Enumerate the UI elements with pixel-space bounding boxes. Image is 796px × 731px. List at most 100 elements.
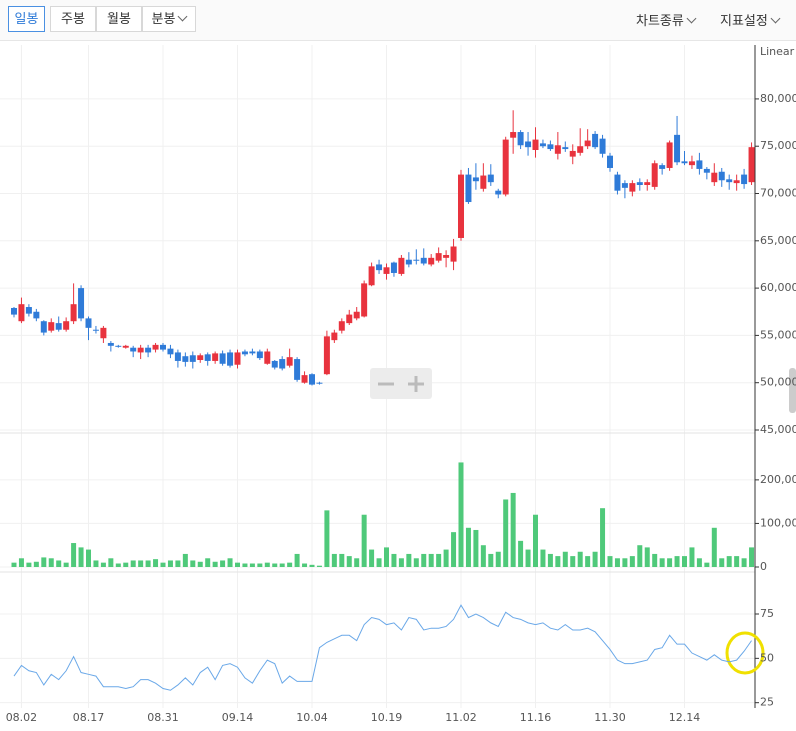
tab-label: 분봉 <box>151 12 176 27</box>
volume-bar <box>674 556 680 567</box>
candle-body <box>100 327 107 339</box>
candle-body <box>398 257 405 274</box>
volume-bar <box>48 558 54 567</box>
candle-body <box>11 307 17 315</box>
volume-bar <box>592 551 598 567</box>
candle-body <box>115 345 122 347</box>
candle-body <box>346 314 353 324</box>
menu[interactable]: 차트종류 <box>636 10 697 29</box>
candle-body <box>443 255 450 258</box>
volume-bar <box>428 553 434 567</box>
candle-body <box>636 182 643 185</box>
candle-body <box>435 253 442 261</box>
y-tick-label: 55,000 <box>760 328 796 341</box>
x-tick-label: 09.14 <box>222 711 254 724</box>
volume-bar <box>294 553 300 567</box>
candle-body <box>227 352 234 366</box>
tab[interactable]: 주봉 <box>50 6 96 32</box>
volume-bar <box>682 556 687 567</box>
x-tick-label: 08.17 <box>73 711 105 724</box>
volume-bar <box>354 558 360 567</box>
candle-body <box>234 352 241 365</box>
volume-bar <box>652 553 658 567</box>
y-tick-label: 60,000 <box>760 281 796 294</box>
highlight-circle <box>725 631 765 675</box>
volume-bar <box>264 562 270 567</box>
candle-body <box>294 359 301 380</box>
volume-bar <box>182 553 188 567</box>
candle-body <box>711 172 718 183</box>
candle-body <box>696 160 703 169</box>
candle-body <box>420 257 427 264</box>
volume-bar <box>465 527 471 567</box>
chevron <box>178 11 188 22</box>
candle-body <box>63 321 70 330</box>
volume-bar <box>175 560 181 567</box>
volume-bar <box>421 553 427 567</box>
candle-body <box>122 345 129 348</box>
candle-body <box>316 382 323 384</box>
candle-body <box>376 264 383 271</box>
candle-body <box>212 353 219 361</box>
volume-bar <box>361 514 367 567</box>
volume-bar <box>33 561 39 567</box>
candle-body <box>554 145 561 154</box>
candle-body <box>525 141 532 148</box>
scroll-handle[interactable] <box>789 368 796 413</box>
x-tick-label: 08.02 <box>6 711 38 724</box>
volume-bar <box>197 561 203 567</box>
y-tick-label: 50 <box>760 651 774 664</box>
chevron <box>686 13 697 24</box>
candle-body <box>465 174 472 203</box>
candle-body <box>137 347 144 353</box>
tab[interactable]: 월봉 <box>96 6 142 32</box>
candle-body <box>569 150 576 157</box>
candle-body <box>301 375 308 383</box>
volume-bar <box>562 551 568 567</box>
volume-bar <box>220 560 226 567</box>
candle-body <box>688 161 695 166</box>
candle-body <box>644 182 651 185</box>
y-tick-label: 75 <box>760 607 774 620</box>
volume-bar <box>726 556 732 567</box>
volume-bar <box>212 561 218 567</box>
volume-bar <box>331 553 337 567</box>
candle-body <box>331 332 338 341</box>
volume-bar <box>525 549 531 567</box>
volume-bar <box>123 562 129 567</box>
volume-bar <box>488 553 494 567</box>
y-tick-label: 200,000 <box>760 473 796 486</box>
menu[interactable]: 지표설정 <box>720 10 781 29</box>
candle-body <box>726 179 733 183</box>
menu-label: 지표설정 <box>720 14 768 29</box>
candle-body <box>718 171 725 181</box>
volume-bar <box>56 560 62 567</box>
candle-body <box>249 351 256 354</box>
y-tick-label: 75,000 <box>760 139 796 152</box>
candle-body <box>502 139 509 195</box>
volume-bar <box>480 545 486 567</box>
volume-bar <box>600 508 606 567</box>
candle-body <box>480 175 487 189</box>
volume-bar <box>689 547 695 567</box>
y-tick-label: 70,000 <box>760 187 796 200</box>
volume-bar <box>503 499 509 567</box>
x-tick-label: 11.16 <box>520 711 552 724</box>
candle-body <box>517 132 524 146</box>
volume-bar <box>346 556 352 567</box>
volume-bar <box>629 556 635 567</box>
chevron <box>770 13 781 24</box>
volume-bar <box>376 558 382 567</box>
volume-bar <box>577 551 583 567</box>
volume-bar <box>272 563 278 567</box>
candle-body <box>160 344 166 350</box>
tab[interactable]: 일봉 <box>8 6 45 32</box>
x-tick-label: 12.14 <box>669 711 701 724</box>
candle-body <box>33 311 40 319</box>
candle-body <box>607 155 613 168</box>
candle-body <box>167 348 174 355</box>
y-tick-label: 65,000 <box>760 234 796 247</box>
volume-bar <box>644 547 650 567</box>
volume-bar <box>495 551 501 567</box>
tab[interactable]: 분봉 <box>142 6 196 32</box>
